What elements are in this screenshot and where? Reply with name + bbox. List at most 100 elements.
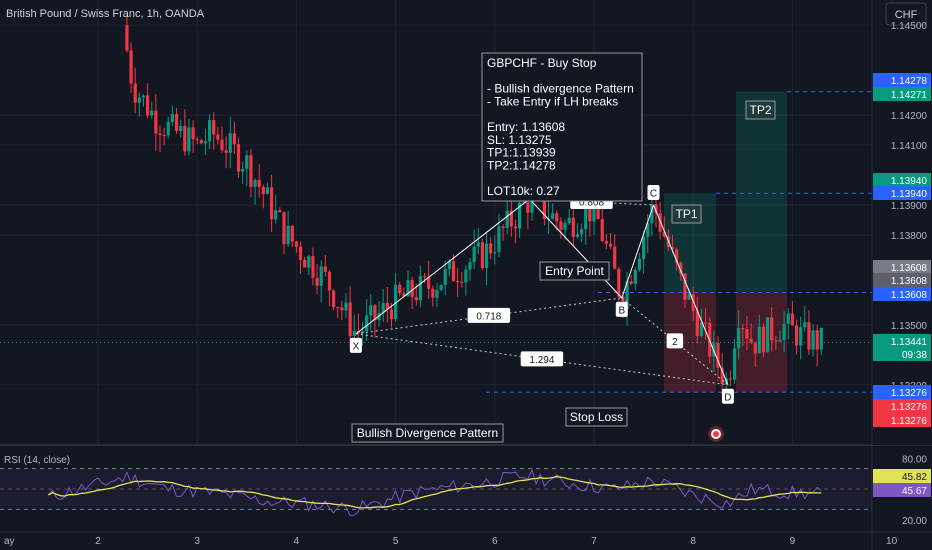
candle-body bbox=[129, 50, 133, 84]
candle-body bbox=[807, 322, 811, 350]
candle-body bbox=[435, 290, 439, 298]
alert-marker-icon[interactable] bbox=[708, 426, 724, 442]
price-badge-bg bbox=[873, 273, 931, 287]
candle-body bbox=[662, 231, 666, 237]
candle-body bbox=[513, 226, 518, 229]
time-axis[interactable]: ay23456789101113 bbox=[0, 531, 932, 547]
rsi-line bbox=[48, 468, 822, 516]
price-badge-bg bbox=[873, 413, 931, 427]
candle-body bbox=[232, 133, 236, 145]
trade-info-line: - Take Entry if LH breaks bbox=[487, 94, 618, 108]
candle-body bbox=[183, 126, 187, 152]
tp2-text: TP2 bbox=[749, 103, 771, 117]
pattern-point-b: B bbox=[615, 301, 628, 317]
price-tick-label: 1.13900 bbox=[891, 201, 928, 212]
candle-body bbox=[741, 328, 745, 330]
candle-body bbox=[191, 127, 195, 140]
ratio-label-bg bbox=[467, 307, 511, 323]
candle-body bbox=[278, 210, 282, 213]
price-tick-label: 1.14500 bbox=[891, 21, 928, 32]
candle-body bbox=[745, 329, 749, 339]
price-badge: 1.13940 bbox=[873, 186, 931, 200]
price-badge: 1.13276 bbox=[873, 413, 931, 427]
candle-body bbox=[505, 210, 509, 229]
symbol-title: British Pound / Swiss Franc, 1h, OANDA bbox=[6, 8, 205, 20]
trade-info-line: TP2:1.14278 bbox=[487, 158, 556, 172]
candle-body bbox=[344, 302, 348, 311]
candle-body bbox=[241, 168, 245, 172]
rsi-badge-bg bbox=[873, 483, 931, 497]
rsi-value-badge: 45.82 bbox=[873, 469, 931, 483]
candle-body bbox=[303, 259, 307, 268]
candle-body bbox=[336, 307, 340, 309]
candle-body bbox=[493, 252, 497, 254]
candle-body bbox=[224, 150, 228, 153]
price-axis[interactable]: 1.14500 1.14200 1.14100 1.13900 1.13800 1.135… bbox=[871, 0, 932, 550]
candle-body bbox=[290, 225, 294, 242]
candle-body bbox=[360, 331, 365, 334]
candle-body bbox=[406, 280, 410, 297]
candle-body bbox=[418, 276, 422, 301]
candle-body bbox=[633, 269, 637, 284]
tp2-loss-zone bbox=[736, 292, 787, 393]
candle-body bbox=[670, 247, 675, 250]
trade-info-line: - Bullish divergence Pattern bbox=[487, 82, 634, 96]
candle-body bbox=[728, 378, 732, 380]
trade-level-lines bbox=[486, 91, 872, 393]
candle-body bbox=[369, 305, 373, 316]
time-tick-label: 4 bbox=[294, 536, 300, 547]
candle-body bbox=[195, 139, 199, 141]
stop-loss-text: Stop Loss bbox=[570, 410, 623, 424]
candle-body bbox=[427, 276, 431, 289]
candle-body bbox=[365, 315, 369, 332]
candle-body bbox=[679, 262, 683, 274]
candle-body bbox=[162, 135, 166, 137]
candle-body bbox=[166, 121, 170, 136]
long-position-tp2[interactable] bbox=[736, 91, 787, 393]
price-tick-label: 1.13500 bbox=[891, 321, 928, 332]
candle-body bbox=[580, 229, 584, 235]
pattern-name-label[interactable]: Bullish Divergence Pattern bbox=[351, 423, 504, 443]
currency-button[interactable]: CHF bbox=[885, 2, 927, 26]
stop-loss-label[interactable]: Stop Loss bbox=[565, 407, 628, 427]
candle-body bbox=[398, 284, 402, 294]
candle-body bbox=[518, 202, 522, 229]
price-badge: 1.13940 bbox=[873, 173, 931, 187]
candle-body bbox=[319, 266, 323, 286]
candle-body bbox=[158, 133, 162, 136]
pattern-ratio-label: 2 bbox=[666, 333, 684, 349]
candle-body bbox=[737, 328, 741, 349]
candle-body bbox=[451, 261, 456, 282]
rsi-pane[interactable]: RSI (14, close) bbox=[0, 455, 872, 516]
point-label-text: X bbox=[353, 341, 360, 352]
candle-body bbox=[307, 256, 311, 268]
entry-point-label[interactable]: Entry Point bbox=[539, 261, 610, 281]
point-label-text: C bbox=[650, 188, 657, 199]
point-label-text: B bbox=[618, 305, 625, 316]
candle-body bbox=[212, 120, 216, 135]
time-tick-label: ay bbox=[4, 536, 15, 547]
candle-body bbox=[654, 204, 658, 214]
candle-body bbox=[447, 261, 451, 269]
candle-body bbox=[476, 242, 480, 247]
candle-body bbox=[732, 348, 737, 380]
tp1-label[interactable]: TP1 bbox=[671, 204, 702, 224]
candle-body bbox=[757, 326, 761, 354]
trade-info-line: GBPCHF - Buy Stop bbox=[487, 56, 597, 70]
point-label-bg bbox=[721, 388, 734, 404]
price-badge-text: 1.13276 bbox=[891, 416, 928, 427]
candle-body bbox=[761, 326, 766, 353]
time-tick-label: 9 bbox=[790, 536, 796, 547]
price-tick-label: 1.14200 bbox=[891, 111, 928, 122]
candle-body bbox=[753, 342, 757, 354]
candle-body bbox=[381, 302, 385, 313]
pattern-leg bbox=[621, 204, 654, 299]
price-badge-bg bbox=[873, 173, 931, 187]
tp2-label[interactable]: TP2 bbox=[745, 100, 776, 120]
price-badge: 09:38 bbox=[873, 347, 931, 361]
candle-body bbox=[261, 186, 265, 195]
trade-info-box[interactable]: GBPCHF - Buy Stop - Bullish divergence P… bbox=[481, 52, 643, 202]
